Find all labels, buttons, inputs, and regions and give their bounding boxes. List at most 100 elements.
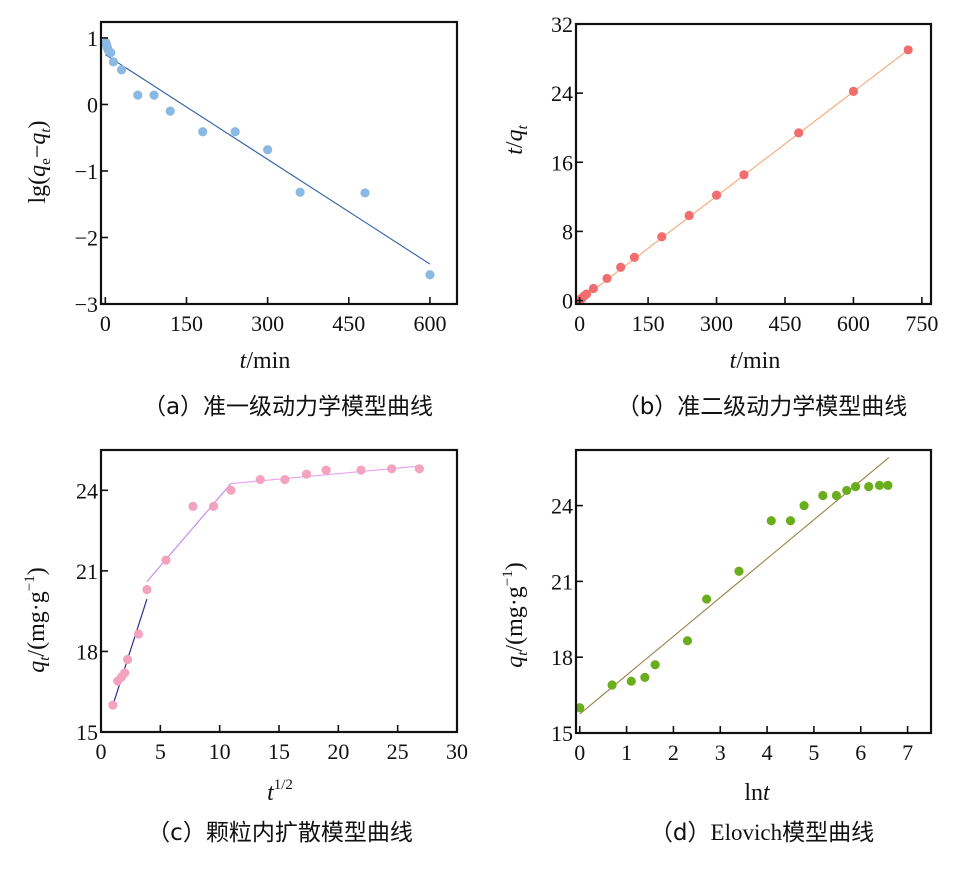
panel-d-data-point <box>785 516 796 526</box>
panel-d-ytick-labels: 15 18 21 24 <box>551 494 573 746</box>
panel-b-data-point <box>739 170 749 180</box>
panel-b-ytick-labels: 0 8 16 24 32 <box>551 12 573 314</box>
panel-c-data-point <box>209 501 219 511</box>
panel-c-data-point <box>255 474 265 485</box>
panel-c-ytick-labels: 15 18 21 24 <box>76 478 98 745</box>
panel-a-ytick-label: 1 <box>87 26 98 51</box>
panel-b-data-point <box>848 86 859 97</box>
panel-d-xtick-label: 7 <box>902 740 913 765</box>
panel-d-ylabel-sub-t: t <box>515 651 531 656</box>
panel-d-ylabel: qt/(mg·g−1) <box>500 562 531 667</box>
panel-c-data-point <box>142 585 152 595</box>
panel-a: 0 150 300 450 600 10−1−2−3 t/min lg(qe−qt) （… <box>25 20 459 420</box>
panel-a-xlabel-unit: /min <box>246 348 290 374</box>
panel-c-xtick-label: 10 <box>209 739 231 764</box>
panel-c-frame <box>99 448 459 734</box>
panel-d-ylabel-sup: −1 <box>500 570 516 586</box>
panel-c-fit-segment-2 <box>146 483 232 582</box>
panel-d-marks <box>575 457 893 715</box>
panel-a-data-point <box>106 47 116 58</box>
panel-a-data-point <box>360 188 370 198</box>
panel-d-xlabel-ln: ln <box>744 780 763 806</box>
panel-d-ytick-label: 24 <box>551 494 573 519</box>
panel-b-ylabel-q: q <box>502 129 528 141</box>
panel-d-ylabel-q: q <box>502 656 528 668</box>
panel-a-xtick-labels: 0 150 300 450 600 <box>100 311 447 336</box>
panel-b-data-point <box>602 273 612 284</box>
panel-b-ytick-label: 16 <box>551 150 573 175</box>
panel-a-data-point <box>230 127 240 137</box>
panel-c-data-point <box>122 654 133 665</box>
panel-b-frame <box>574 22 933 306</box>
panel-d-xtick-label: 2 <box>668 740 679 765</box>
panel-c-ytick-label: 24 <box>76 478 98 503</box>
panel-d-ytick-label: 18 <box>551 645 573 670</box>
panel-b-xtick-labels: 0 150 300 450 600 750 <box>574 311 938 336</box>
panel-c-ylabel-sub-t: t <box>37 656 53 661</box>
panel-b-xtick-label: 750 <box>905 311 938 336</box>
panel-d-data-point <box>734 566 744 576</box>
panel-c-xlabel-t: t <box>267 780 275 806</box>
panel-c-xtick-label: 25 <box>387 739 409 764</box>
panel-c-data-point <box>387 464 397 474</box>
panel-d-ytick-label: 15 <box>551 721 573 746</box>
panel-a-ytick-label: −3 <box>75 292 98 317</box>
panel-c-data-point <box>414 464 424 474</box>
panel-d-xtick-label: 5 <box>808 740 819 765</box>
panel-d-data-point <box>575 703 585 713</box>
panel-a-caption: （a）准一级动力学模型曲线 <box>143 394 433 420</box>
panel-d-caption-prefix: （d） <box>650 820 711 846</box>
panel-b-ticks <box>576 23 923 304</box>
panel-d-data-point <box>850 482 861 492</box>
panel-d-xtick-label: 4 <box>762 740 773 765</box>
panel-d-data-point <box>874 480 885 490</box>
panel-b-xlabel-t: t <box>730 348 738 374</box>
panel-c-data-point <box>108 700 118 710</box>
panel-c-ylabel-sup: −1 <box>22 575 38 591</box>
panel-a-ylabel-sub-t: t <box>38 128 54 133</box>
panel-c-ytick-label: 15 <box>76 720 98 745</box>
panel-c-data-point <box>161 555 171 565</box>
panel-b-caption: （b）准二级动力学模型曲线 <box>617 394 908 420</box>
panel-d-xtick-label: 0 <box>574 740 585 765</box>
panel-d-xtick-label: 6 <box>855 740 866 765</box>
panel-c-ticks <box>100 489 458 733</box>
panel-a-xlabel-t: t <box>240 348 248 374</box>
panel-a-ylabel-sub-e: e <box>38 158 54 165</box>
panel-c-ytick-label: 18 <box>76 639 98 664</box>
panel-d-xlabel: lnt <box>744 780 771 806</box>
panel-a-fit-line <box>105 54 431 265</box>
panel-a-data-point <box>165 106 175 116</box>
panel-a-data-point <box>133 90 143 100</box>
panel-c-xtick-label: 0 <box>96 739 107 764</box>
panel-c-ylabel-close: ) <box>24 567 50 575</box>
panel-d-data-point <box>818 490 828 501</box>
panel-a-xtick-label: 150 <box>170 311 203 336</box>
panel-c-ylabel-q: q <box>24 661 50 673</box>
panel-b-data-point <box>581 289 592 299</box>
panel-c-xtick-label: 20 <box>327 739 349 764</box>
panel-a-data-point <box>149 90 159 100</box>
panel-b-ytick-label: 32 <box>551 12 573 37</box>
panel-a-data-point <box>108 57 119 67</box>
panel-d-data-point <box>626 676 636 686</box>
panel-b-data-point <box>903 45 913 55</box>
panel-d-data-point <box>864 482 874 492</box>
panel-a-ylabel: lg(qe−qt) <box>25 120 54 203</box>
panel-c-ylabel-unit: /(mg·g <box>24 591 50 656</box>
panel-a-xtick-label: 450 <box>332 311 365 336</box>
panel-a-ylabel-prefix: lg( <box>25 177 51 204</box>
panel-d-data-point <box>650 660 660 670</box>
panel-b-ylabel-t: t <box>502 147 528 155</box>
panel-a-frame <box>99 20 459 306</box>
panel-d-data-point <box>766 516 776 526</box>
panel-c-data-point <box>321 465 331 475</box>
panel-a-ylabel-minus: − <box>25 145 51 159</box>
panel-d-data-point <box>702 594 712 604</box>
panel-b-ylabel-sub-t: t <box>515 124 531 129</box>
panel-b-xtick-label: 150 <box>632 311 665 336</box>
panel-d-caption-suffix: 模型曲线 <box>782 820 874 846</box>
panel-c-data-point <box>133 629 144 639</box>
